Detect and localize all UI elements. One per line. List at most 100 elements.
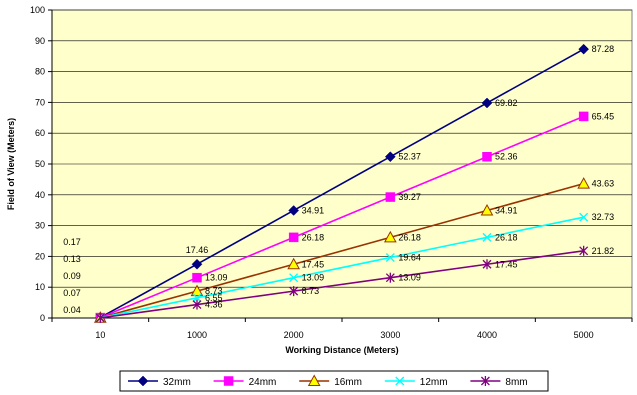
x-axis-title: Working Distance (Meters) xyxy=(285,345,398,355)
legend: 32mm 24mm 16mm 12mm 8mm xyxy=(119,370,549,392)
data-label-8mm: 21.82 xyxy=(592,246,615,256)
data-label-8mm: 17.45 xyxy=(495,259,518,269)
series-line-32mm xyxy=(99,48,585,319)
data-label-24mm: 52.36 xyxy=(495,152,518,162)
legend-marker xyxy=(307,374,321,386)
data-point-12mm xyxy=(482,232,492,242)
y-tick-label: 30 xyxy=(35,221,45,231)
data-label-16mm: 26.18 xyxy=(398,232,421,242)
data-label-8mm: 4.36 xyxy=(205,300,223,310)
legend-label: 32mm xyxy=(163,377,191,388)
series-lines xyxy=(93,43,591,323)
legend-item-24mm: 24mm xyxy=(213,376,277,388)
data-point-16mm xyxy=(577,177,591,189)
data-point-32mm xyxy=(288,205,300,216)
y-tick-label: 80 xyxy=(35,67,45,77)
data-label-32mm: 87.28 xyxy=(592,44,615,54)
data-label-32mm: 69.82 xyxy=(495,98,518,108)
data-label-24mm: 65.45 xyxy=(592,111,615,121)
legend-item-16mm: 16mm xyxy=(299,374,362,388)
data-point-12mm xyxy=(579,212,589,222)
series-8mm xyxy=(95,245,589,323)
legend-label: 16mm xyxy=(334,377,362,388)
data-point-12mm xyxy=(192,293,202,303)
gridlines xyxy=(52,9,632,288)
marker-stroke xyxy=(385,253,395,263)
data-label-12mm: 13.09 xyxy=(302,273,325,283)
data-point-24mm xyxy=(578,111,589,122)
data-label-32mm: 34.91 xyxy=(302,205,325,215)
data-label-16mm: 17.45 xyxy=(302,259,325,269)
marker-stroke xyxy=(289,273,299,283)
legend-label: 24mm xyxy=(249,377,277,388)
data-point-24mm xyxy=(288,232,299,243)
data-point-16mm xyxy=(190,284,204,297)
legend-label: 12mm xyxy=(420,377,448,388)
x-tick-label: 1000 xyxy=(187,330,207,340)
data-point-8mm xyxy=(289,286,299,297)
data-point-8mm xyxy=(95,312,105,323)
y-tick-label: 70 xyxy=(35,97,45,107)
data-point-8mm xyxy=(579,245,589,256)
data-point-8mm xyxy=(385,272,395,283)
data-point-8mm xyxy=(192,299,202,310)
legend-marker xyxy=(395,376,405,386)
y-tick-label: 10 xyxy=(35,282,45,292)
legend-item-8mm: 8mm xyxy=(470,376,528,388)
data-point-12mm xyxy=(289,273,299,283)
data-point-32mm xyxy=(578,43,590,55)
y-tick-label: 50 xyxy=(35,159,45,169)
y-tick-label: 90 xyxy=(35,36,45,46)
data-label-8mm: 8.73 xyxy=(302,286,320,296)
data-point-32mm xyxy=(384,151,396,163)
y-tick-label: 60 xyxy=(35,128,45,138)
data-labels: 0.17 17.46 34.91 52.37 69.82 87.28 0.13 13.09 26… xyxy=(63,44,614,315)
y-tick-label: 100 xyxy=(30,5,45,15)
data-label-12mm: 0.07 xyxy=(63,288,81,298)
data-label-12mm: 26.18 xyxy=(495,232,518,242)
data-label-32mm: 52.37 xyxy=(398,152,421,162)
marker-stroke xyxy=(192,293,202,303)
data-label-16mm: 0.09 xyxy=(63,271,81,281)
series-line-8mm xyxy=(100,250,584,319)
data-label-8mm: 13.09 xyxy=(398,273,421,283)
data-point-24mm xyxy=(192,272,202,283)
legend-label: 8mm xyxy=(505,377,527,388)
data-point-24mm xyxy=(385,192,396,202)
data-point-16mm xyxy=(383,230,397,243)
y-tick-label: 40 xyxy=(35,190,45,200)
data-label-12mm: 6.55 xyxy=(205,293,223,303)
data-label-24mm: 13.09 xyxy=(205,273,228,283)
x-tick-label: 10 xyxy=(95,330,105,340)
data-point-12mm xyxy=(385,253,395,263)
axes: 0 10 20 30 40 50 60 70 80 90 100 10 1000 2000 3000 4000… xyxy=(30,5,633,340)
series-line-24mm xyxy=(100,115,584,319)
data-point-16mm xyxy=(287,257,301,270)
x-tick-label: 2000 xyxy=(284,330,304,340)
legend-marker xyxy=(223,376,234,386)
series-line-16mm xyxy=(100,182,584,319)
data-point-8mm xyxy=(482,259,492,270)
data-label-16mm: 8.73 xyxy=(205,286,223,296)
data-point-32mm xyxy=(191,258,203,270)
legend-marker xyxy=(137,375,149,387)
x-tick-label: 4000 xyxy=(477,330,497,340)
data-point-16mm xyxy=(480,203,494,216)
data-label-24mm: 39.27 xyxy=(398,192,421,202)
data-label-32mm: 17.46 xyxy=(186,245,209,255)
data-label-24mm: 0.13 xyxy=(63,254,81,264)
marker-stroke xyxy=(395,376,405,386)
data-label-8mm: 0.04 xyxy=(63,305,81,315)
x-tick-label: 5000 xyxy=(574,330,594,340)
series-line-12mm xyxy=(100,216,584,319)
data-point-24mm xyxy=(482,151,492,162)
data-label-32mm: 0.17 xyxy=(63,237,81,247)
data-label-12mm: 19.64 xyxy=(398,253,421,263)
y-tick-label: 20 xyxy=(35,251,45,261)
legend-item-12mm: 12mm xyxy=(384,376,448,388)
y-tick-label: 0 xyxy=(40,313,45,323)
y-axis-title: Field of View (Meters) xyxy=(6,118,16,210)
data-label-12mm: 32.73 xyxy=(592,212,615,222)
